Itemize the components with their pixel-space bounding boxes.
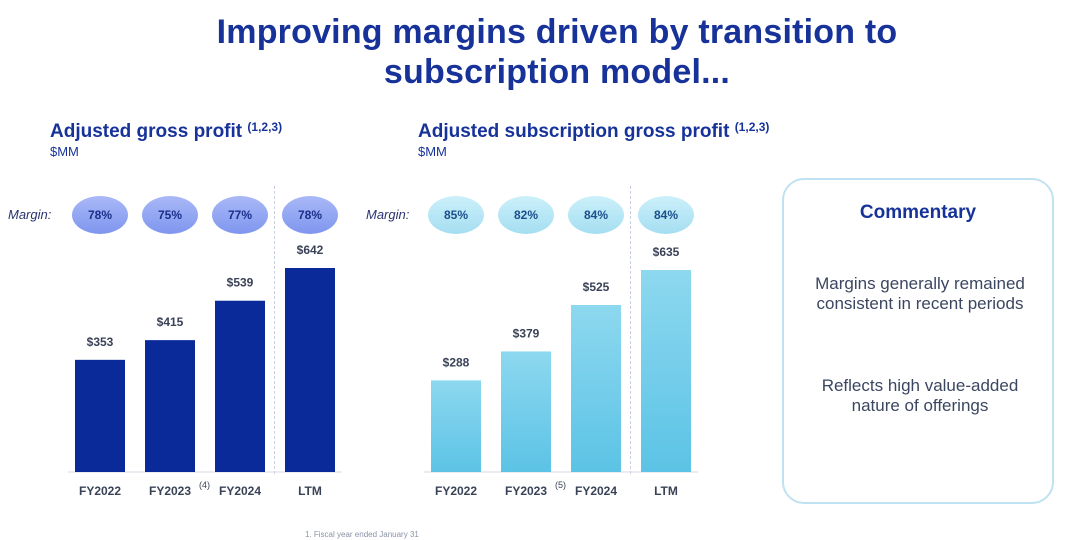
footnote: 1. Fiscal year ended January 31: [305, 530, 419, 539]
chart2-value-label-fy2024: $525: [583, 280, 610, 294]
chart1-bar-fy2024: [215, 300, 265, 472]
chart1-category-label-ltm: LTM: [298, 484, 322, 498]
chart2-category-label-fy2024: FY2024: [575, 484, 617, 498]
commentary-point-1: Margins generally remained consistent in…: [815, 274, 1025, 313]
chart2-category-label-ltm: LTM: [654, 484, 678, 498]
chart1-ltm-divider: [274, 186, 275, 474]
chart1-title: Adjusted gross profit (1,2,3): [50, 120, 282, 143]
chart1-margin-text-ltm: 78%: [298, 208, 322, 222]
chart1-margin-text-fy2022: 78%: [88, 208, 112, 222]
chart1-value-label-fy2022: $353: [87, 335, 114, 349]
chart1-category-footnote-fy2023: (4): [199, 480, 210, 490]
page-title-line2: subscription model...: [383, 53, 731, 91]
chart2-unit: $MM: [418, 144, 447, 159]
chart2-ltm-divider: [630, 186, 631, 474]
chart1-margin-pill-ltm: [282, 196, 338, 234]
commentary-title: Commentary: [859, 202, 977, 223]
chart2-margin-text-fy2022: 85%: [444, 208, 468, 222]
commentary-point-2: Reflects high value-added nature of offe…: [821, 376, 1019, 415]
page-title: Improving margins driven by transition t…: [0, 12, 1080, 92]
page-title-line1: Improving margins driven by transition t…: [216, 13, 898, 51]
chart1-title-footnote: (1,2,3): [247, 120, 283, 134]
chart1-unit: $MM: [50, 144, 79, 159]
commentary-box: Commentary Margins generally remained co…: [782, 178, 1054, 504]
chart1-value-label-fy2024: $539: [227, 276, 254, 290]
chart2-margin-text-ltm: 84%: [654, 208, 678, 222]
chart1-bar-fy2022: [75, 359, 125, 472]
chart2-bar-fy2022: [431, 380, 481, 472]
chart2-value-label-fy2023: $379: [513, 326, 540, 340]
chart1-margin-text-fy2023: 75%: [158, 208, 182, 222]
chart2-margin-pill-fy2023: [498, 196, 554, 234]
chart2-margin-pill-ltm: [638, 196, 694, 234]
chart1-bar-fy2023: [145, 340, 195, 472]
chart1-margin-pill-fy2024: [212, 196, 268, 234]
chart1-category-label-fy2024: FY2024: [219, 484, 261, 498]
chart1-category-label-fy2022: FY2022: [79, 484, 121, 498]
chart2-category-footnote-fy2023: (5): [555, 480, 566, 490]
chart2-value-label-ltm: $635: [653, 245, 680, 259]
chart2-margin-pill-fy2024: [568, 196, 624, 234]
chart1-title-text: Adjusted gross profit: [50, 121, 243, 142]
chart2-margin-label: Margin:: [366, 207, 410, 222]
chart1-category-label-fy2023: FY2023: [149, 484, 191, 498]
chart1-value-label-fy2023: $415: [157, 315, 184, 329]
chart2-title-text: Adjusted subscription gross profit: [418, 121, 730, 142]
chart2-category-label-fy2023: FY2023: [505, 484, 547, 498]
chart1-margin-pill-fy2022: [72, 196, 128, 234]
chart2-bar-ltm: [641, 270, 691, 472]
chart2-title: Adjusted subscription gross profit (1,2,…: [418, 120, 769, 143]
chart1-margin-label: Margin:: [8, 207, 52, 222]
chart2-category-label-fy2022: FY2022: [435, 484, 477, 498]
chart1-value-label-ltm: $642: [297, 243, 324, 257]
chart1-margin-text-fy2024: 77%: [228, 208, 252, 222]
chart2-value-label-fy2022: $288: [443, 355, 470, 369]
chart2-margin-text-fy2024: 84%: [584, 208, 608, 222]
chart2-bar-fy2024: [571, 304, 621, 472]
chart2-title-footnote: (1,2,3): [734, 120, 770, 134]
chart1-bar-ltm: [285, 268, 335, 472]
chart2-margin-pill-fy2022: [428, 196, 484, 234]
chart2-margin-text-fy2023: 82%: [514, 208, 538, 222]
chart2-bar-fy2023: [501, 351, 551, 472]
chart1-margin-pill-fy2023: [142, 196, 198, 234]
